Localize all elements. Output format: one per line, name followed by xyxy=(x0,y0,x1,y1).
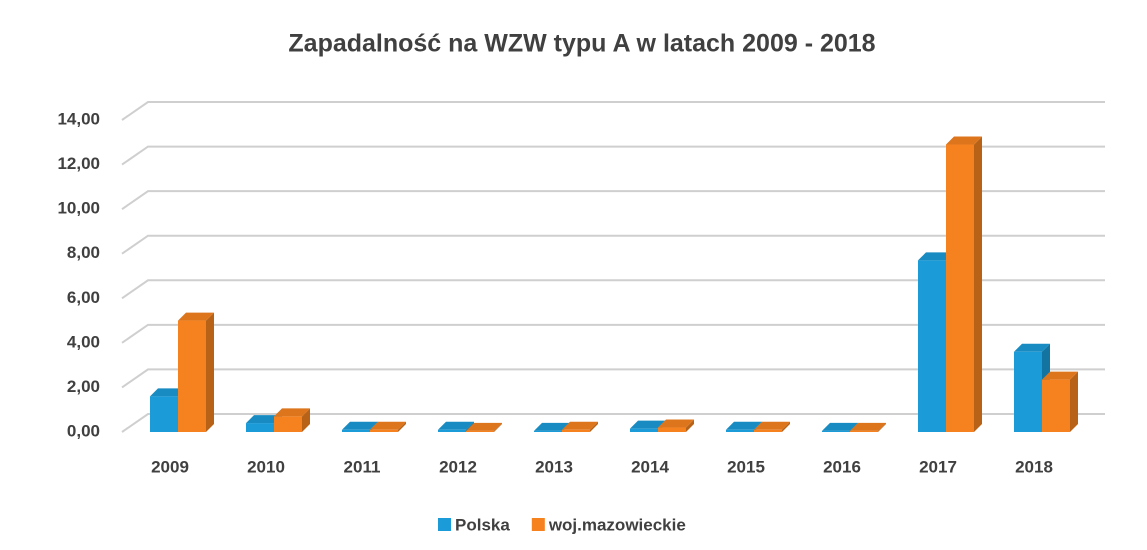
bar-top xyxy=(534,422,570,431)
grid-line xyxy=(121,413,1105,433)
bar-top xyxy=(1042,371,1078,380)
x-tick-label: 2017 xyxy=(919,457,957,476)
y-tick-label: 6,00 xyxy=(67,288,100,307)
bar-top xyxy=(726,421,762,430)
bar-top xyxy=(754,421,790,430)
bar xyxy=(370,421,406,432)
bar-side xyxy=(398,421,406,432)
bar-front xyxy=(342,429,370,432)
bar-top xyxy=(850,422,886,431)
bar-top xyxy=(562,421,598,430)
bar-top xyxy=(178,312,214,321)
bar-top xyxy=(1014,343,1050,352)
bar-top xyxy=(630,420,666,429)
legend-label: woj.mazowieckie xyxy=(548,515,686,534)
legend-swatch xyxy=(438,518,451,531)
y-tick-label: 4,00 xyxy=(67,332,100,351)
grid-line xyxy=(121,101,1105,121)
x-tick-label: 2013 xyxy=(535,457,573,476)
bar xyxy=(562,421,598,432)
bar xyxy=(850,422,886,432)
bar-front xyxy=(918,260,946,432)
chart-title: Zapadalność na WZW typu A w latach 2009 … xyxy=(288,30,875,58)
bar-front xyxy=(1042,379,1070,432)
bar-top xyxy=(150,388,186,397)
y-tick-label: 10,00 xyxy=(57,199,100,218)
bar xyxy=(466,422,502,432)
bar-top xyxy=(274,408,310,417)
bar-front xyxy=(150,396,178,432)
grid-line xyxy=(121,234,1105,255)
bar-side xyxy=(494,422,502,432)
bar xyxy=(274,408,310,432)
bar xyxy=(658,419,694,432)
bar-front xyxy=(1014,351,1042,432)
grid-line xyxy=(121,279,1105,300)
bar-side xyxy=(782,421,790,432)
bar-side xyxy=(974,136,982,432)
bar-side xyxy=(1070,371,1078,432)
bar-top xyxy=(918,252,954,261)
bar-front xyxy=(754,429,782,432)
bar xyxy=(946,136,982,432)
bar-top xyxy=(370,421,406,430)
bar xyxy=(1042,371,1078,432)
bar-side xyxy=(206,312,214,432)
x-tick-label: 2015 xyxy=(727,457,765,476)
bar-front xyxy=(534,430,562,432)
x-tick-label: 2014 xyxy=(631,457,669,476)
legend-label: Polska xyxy=(455,515,510,534)
bar-front xyxy=(946,144,974,432)
bar-top xyxy=(342,421,378,430)
x-tick-label: 2010 xyxy=(247,457,285,476)
x-tick-label: 2011 xyxy=(344,457,381,476)
grid-line xyxy=(121,145,1105,166)
bar xyxy=(754,421,790,432)
x-tick-label: 2009 xyxy=(151,457,189,476)
bar-front xyxy=(850,430,878,432)
x-tick-label: 2012 xyxy=(439,457,477,476)
y-tick-label: 2,00 xyxy=(67,377,100,396)
bar-front xyxy=(178,320,206,432)
bar-top xyxy=(466,422,502,431)
y-tick-label: 12,00 xyxy=(57,154,100,173)
bar-top xyxy=(822,422,858,431)
bar-side xyxy=(686,419,694,432)
y-tick-label: 14,00 xyxy=(57,109,100,128)
grid-line xyxy=(121,368,1105,389)
grid-line xyxy=(121,323,1105,344)
grid-line xyxy=(121,190,1105,210)
bar-front xyxy=(438,429,466,432)
bar-side xyxy=(590,421,598,432)
bar-front xyxy=(466,430,494,432)
bar-top xyxy=(658,419,694,428)
bar-side xyxy=(302,408,310,432)
bar-front xyxy=(274,416,302,432)
bar-front xyxy=(246,423,274,432)
y-tick-label: 8,00 xyxy=(67,243,100,262)
bar-front xyxy=(370,429,398,432)
bar-front xyxy=(822,430,850,432)
bar xyxy=(178,312,214,432)
x-tick-label: 2016 xyxy=(823,457,861,476)
bar-front xyxy=(726,429,754,432)
bar-top xyxy=(246,415,282,424)
bar-top xyxy=(946,136,982,145)
x-tick-label: 2018 xyxy=(1015,457,1053,476)
bar-front xyxy=(562,429,590,432)
bar-top xyxy=(438,421,474,430)
legend-swatch xyxy=(531,518,545,531)
bar-front xyxy=(630,428,658,432)
y-tick-label: 0,00 xyxy=(67,421,100,440)
bar-front xyxy=(658,427,686,432)
bar-side xyxy=(878,422,886,432)
